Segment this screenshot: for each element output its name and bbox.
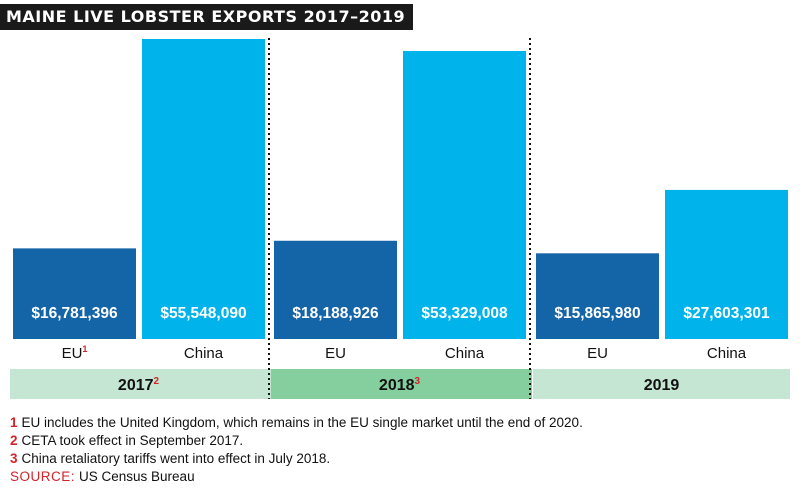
chart-title: MAINE LIVE LOBSTER EXPORTS 2017–2019	[0, 4, 413, 30]
bar-2018-eu	[274, 240, 397, 339]
year-label: 20172	[118, 376, 160, 394]
bar-2017-eu	[13, 248, 136, 339]
category-label: EU	[587, 345, 608, 362]
bar-2019-eu	[536, 253, 659, 339]
source-label: SOURCE:	[10, 469, 76, 484]
bar-2019-china	[665, 189, 788, 339]
bar-value-label: $55,548,090	[160, 305, 246, 322]
footnote-3: 3 China retaliatory tariffs went into eff…	[10, 450, 790, 468]
bar-value-label: $18,188,926	[292, 305, 379, 322]
category-label: China	[184, 345, 224, 362]
bar-chart: 20172 $16,781,396 EU1 $55,548,090 China 20183…	[10, 38, 790, 399]
bar-value-label: $53,329,008	[421, 305, 508, 322]
category-label: China	[445, 345, 485, 362]
year-label: 2019	[644, 377, 680, 394]
category-label: EU	[325, 345, 346, 362]
year-band-2019	[533, 369, 790, 399]
bar-2017-china	[142, 39, 265, 339]
footnote-text: EU includes the United Kingdom, which re…	[21, 415, 583, 430]
year-band-2018	[271, 369, 532, 399]
category-label: China	[707, 345, 747, 362]
source-text: US Census Bureau	[79, 469, 195, 484]
footnotes: 1 EU includes the United Kingdom, which r…	[10, 414, 790, 486]
footnote-number: 1	[10, 415, 18, 430]
year-label: 20183	[379, 376, 421, 394]
bar-value-label: $27,603,301	[683, 305, 770, 322]
footnote-2: 2 CETA took effect in September 2017.	[10, 432, 790, 450]
year-band-2017	[10, 369, 271, 399]
footnote-text: China retaliatory tariffs went into effe…	[21, 451, 331, 466]
footnote-number: 2	[10, 433, 18, 448]
footnote-number: 3	[10, 451, 18, 466]
footnote-1: 1 EU includes the United Kingdom, which r…	[10, 414, 790, 432]
footnote-text: CETA took effect in September 2017.	[21, 433, 244, 448]
bar-value-label: $15,865,980	[554, 305, 640, 322]
bar-2018-china	[403, 50, 526, 340]
source-line: SOURCE: US Census Bureau	[10, 468, 790, 486]
category-label: EU1	[62, 344, 88, 362]
bar-value-label: $16,781,396	[31, 305, 118, 322]
